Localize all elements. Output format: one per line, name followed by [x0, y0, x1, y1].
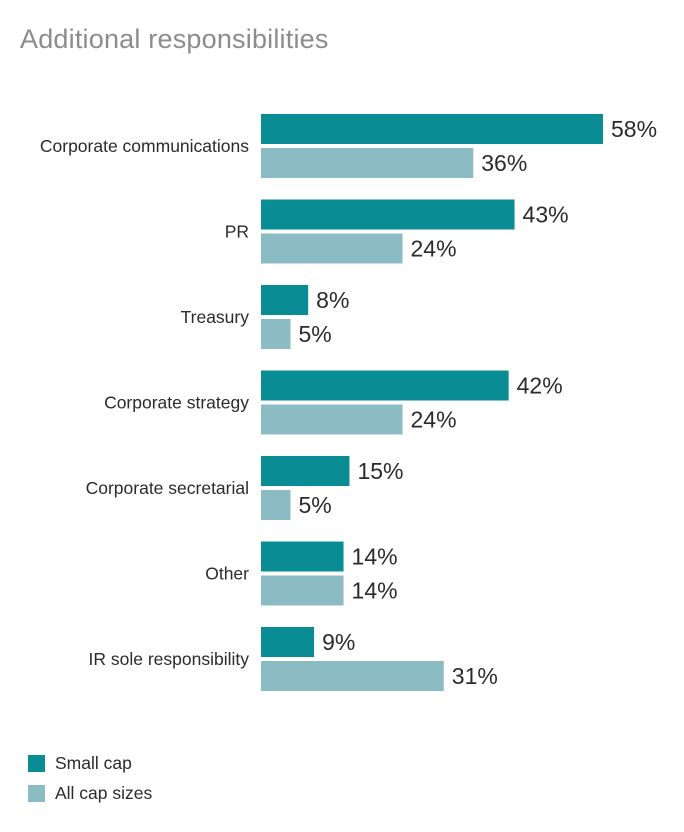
- legend-item-small-cap: Small cap: [28, 752, 152, 774]
- value-label: 5%: [298, 492, 331, 518]
- bar-small-cap: [261, 199, 515, 230]
- legend-swatch-small-cap: [28, 754, 45, 772]
- category-label: PR: [225, 222, 249, 242]
- value-label: 14%: [352, 578, 398, 604]
- value-label: 42%: [517, 373, 563, 399]
- bar-small-cap: [261, 456, 350, 486]
- value-label: 43%: [523, 202, 569, 228]
- value-label: 8%: [316, 287, 349, 313]
- category-label: IR sole responsibility: [89, 649, 250, 669]
- value-label: 9%: [322, 629, 355, 655]
- value-label: 24%: [411, 407, 457, 433]
- bar-all-cap: [261, 661, 444, 691]
- bar-small-cap: [261, 541, 344, 572]
- bar-all-cap: [261, 490, 291, 520]
- bar-all-cap: [261, 148, 474, 178]
- value-label: 58%: [611, 116, 657, 142]
- value-label: 31%: [452, 663, 498, 689]
- bar-small-cap: [261, 370, 509, 401]
- value-label: 14%: [352, 544, 398, 570]
- legend-swatch-all-cap: [28, 784, 45, 802]
- value-label: 24%: [411, 236, 457, 262]
- category-label: Corporate strategy: [104, 393, 249, 413]
- value-label: 36%: [481, 150, 527, 176]
- category-label: Corporate communications: [40, 136, 249, 156]
- category-label: Corporate secretarial: [86, 478, 249, 498]
- chart-title: Additional responsibilities: [20, 24, 329, 54]
- bar-all-cap: [261, 404, 403, 435]
- bar-all-cap: [261, 319, 291, 349]
- bar-small-cap: [261, 627, 315, 657]
- value-label: 15%: [357, 458, 403, 484]
- legend: Small cap All cap sizes: [28, 752, 152, 812]
- bar-all-cap: [261, 575, 344, 606]
- bar-all-cap: [261, 233, 403, 264]
- legend-label-small-cap: Small cap: [55, 752, 132, 773]
- bar-chart: Corporate communications 58% 36% PR 43% 24% Tr…: [40, 114, 657, 691]
- category-label: Other: [205, 564, 249, 584]
- bar-small-cap: [261, 285, 309, 315]
- legend-label-all-cap: All cap sizes: [55, 782, 153, 803]
- value-label: 5%: [298, 321, 331, 347]
- bar-small-cap: [261, 114, 603, 144]
- category-label: Treasury: [181, 307, 250, 327]
- legend-item-all-cap: All cap sizes: [28, 782, 152, 804]
